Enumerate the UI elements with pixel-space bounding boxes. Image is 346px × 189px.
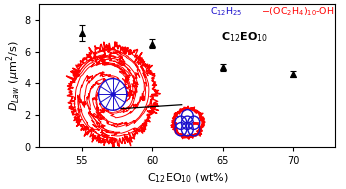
X-axis label: C$_{12}$EO$_{10}$ (wt%): C$_{12}$EO$_{10}$ (wt%): [147, 171, 228, 185]
Text: $-$(OC$_{2}$H$_{4}$)$_{10}$-OH: $-$(OC$_{2}$H$_{4}$)$_{10}$-OH: [261, 6, 335, 18]
Text: C$_{12}$H$_{25}$: C$_{12}$H$_{25}$: [210, 6, 242, 18]
Y-axis label: $D_{Law}$ ($\mu$m$^2$/s): $D_{Law}$ ($\mu$m$^2$/s): [4, 40, 23, 111]
Text: C$_{12}$EO$_{10}$: C$_{12}$EO$_{10}$: [221, 30, 268, 44]
